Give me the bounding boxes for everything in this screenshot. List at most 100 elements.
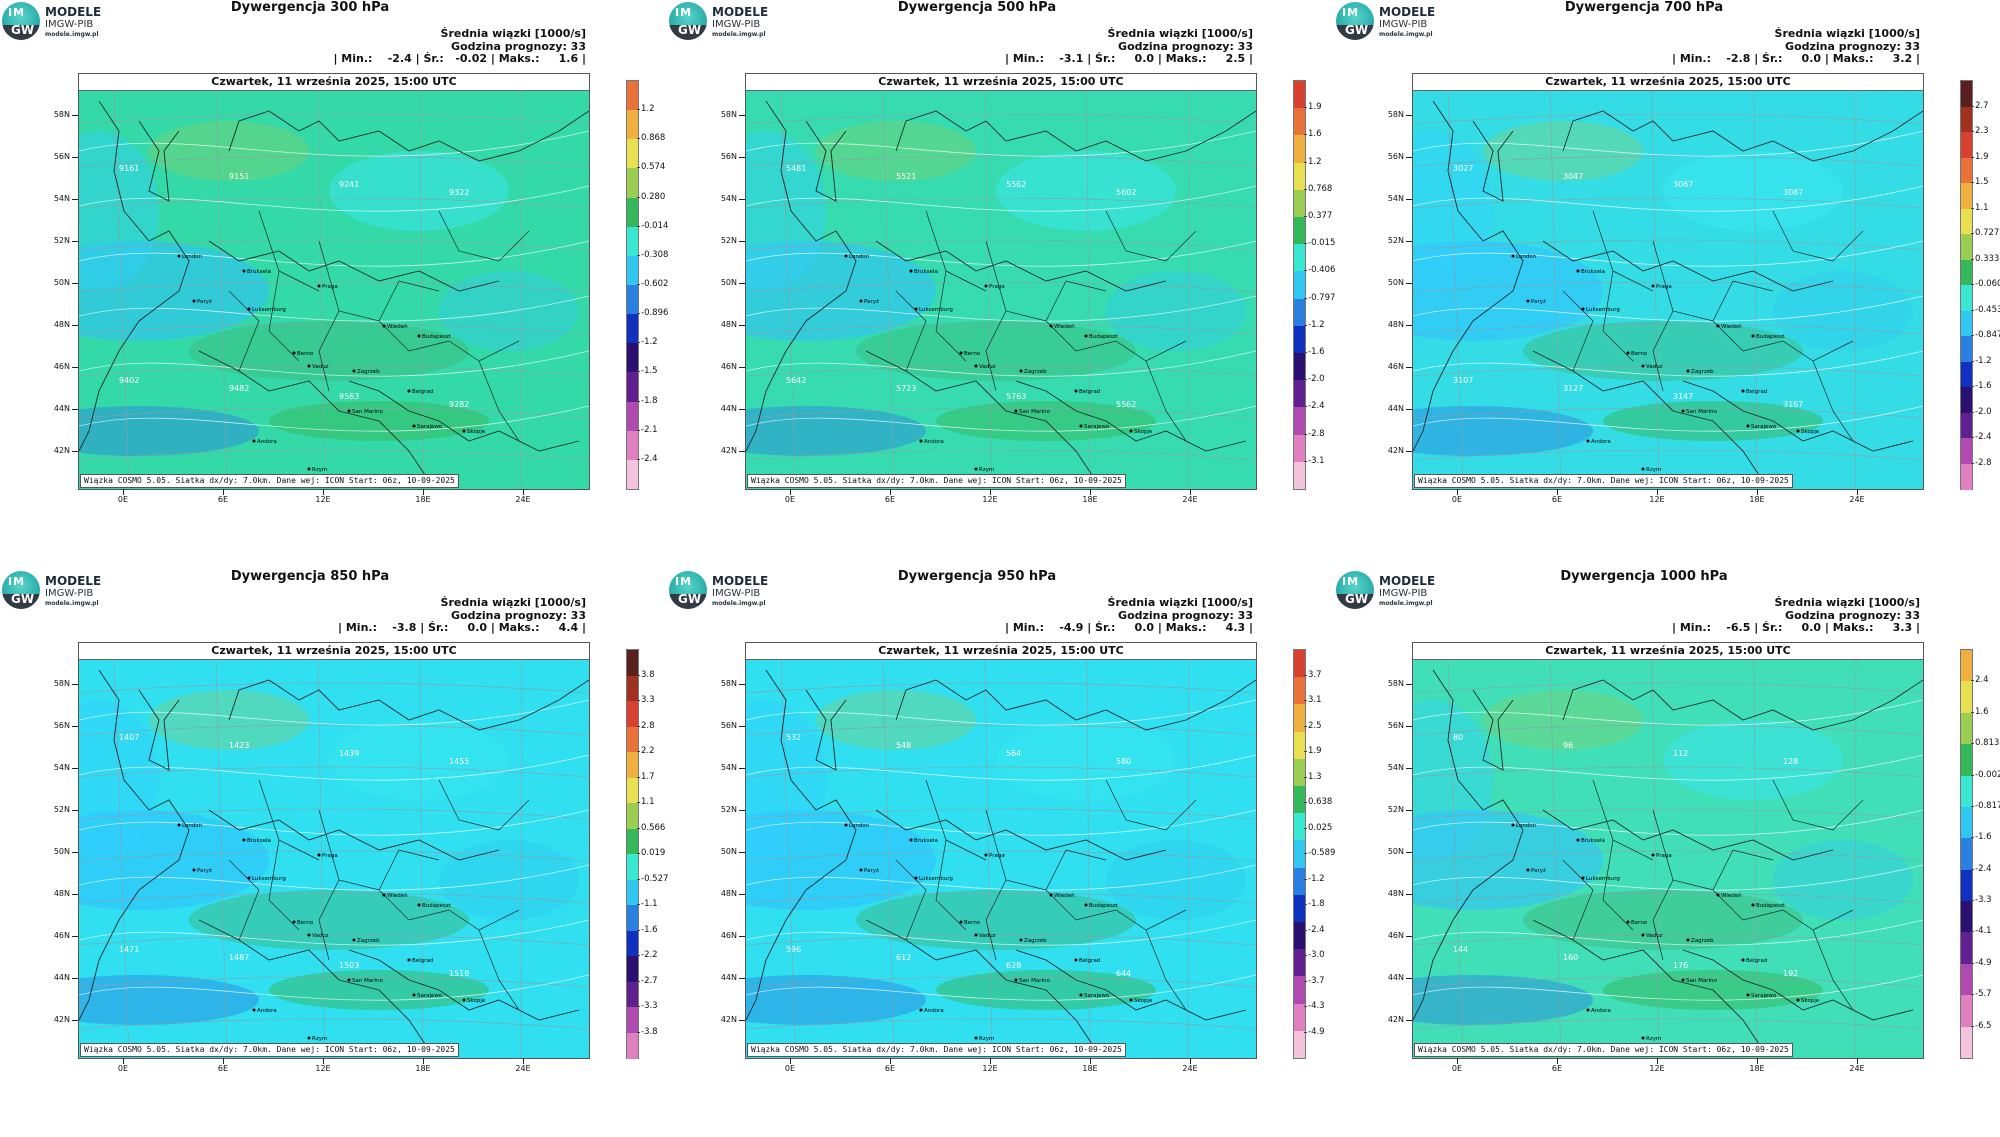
colorbar-segment (627, 905, 638, 931)
colorbar-tick (637, 700, 640, 701)
colorbar-label: 2.8 (641, 720, 655, 731)
map-panel: IM GW MODELE IMGW-PIB modele.imgw.pl Dywergen… (667, 0, 1335, 568)
colorbar-label: -4.9 (1308, 1026, 1325, 1037)
city-marker (1746, 993, 1750, 997)
colorbar-label: -2.8 (1308, 428, 1325, 439)
city-marker (914, 876, 918, 880)
city-marker (1084, 334, 1088, 338)
city-marker (859, 868, 863, 872)
longitude-label: 6E (217, 1064, 229, 1073)
logo-emblem (2, 2, 40, 40)
divergence-field-patch (79, 406, 259, 456)
city-marker (1626, 920, 1630, 924)
city-marker (1049, 324, 1053, 328)
colorbar-segment (627, 777, 638, 804)
colorbar-segment (1961, 869, 1972, 902)
city-label: Praga (322, 853, 338, 859)
divergence-field-patch (1413, 810, 1603, 910)
isoline (79, 699, 589, 726)
colorbar-segment (1961, 387, 1972, 413)
latitude-label: 42N (53, 446, 70, 455)
city-marker (1641, 933, 1645, 937)
coastline (1413, 669, 1923, 1051)
min-mean-max: | Min.: -2.4 | Śr.: -0.02 | Maks.: 1.6 | (333, 52, 586, 65)
colorbar-label: -2.4 (641, 453, 658, 464)
latitude-tick (739, 894, 745, 895)
colorbar-tick (1971, 156, 1974, 158)
colorbar-label: -0.817 (1975, 800, 2000, 811)
logo-title: MODELE (45, 574, 102, 588)
longitude-tick (1857, 489, 1858, 495)
colorbar-segment (627, 459, 638, 490)
divergence-field-patch (1773, 271, 1913, 351)
longitude-tick (890, 1058, 891, 1064)
city-label: Berno (297, 351, 314, 357)
colorbar-label: -5.7 (1975, 989, 1992, 1000)
isoline-label: 628 (1006, 961, 1021, 970)
longitude-label: 24E (1849, 495, 1865, 504)
city-label: Skopje (1134, 429, 1153, 435)
isoline (746, 754, 1256, 781)
latitude-gridline (79, 197, 589, 209)
colorbar-tick (637, 878, 640, 880)
divergence-field-patch (1663, 151, 1843, 231)
colorbar-segment (1294, 380, 1305, 408)
isoline-label: 1439 (339, 749, 359, 758)
longitude-label: 0E (1451, 1064, 1463, 1073)
latitude-gridline (746, 365, 1256, 377)
colorbar-segment (627, 226, 638, 257)
colorbar-segment (627, 139, 638, 169)
colorbar-label: -2.4 (1975, 432, 1992, 442)
colorbar-tick (1304, 853, 1307, 854)
logo-im-text: IM (675, 575, 693, 588)
colorbar-label: -0.797 (1308, 292, 1336, 303)
city-label: Wiedeń (1054, 892, 1075, 899)
colorbar-label: 1.9 (1308, 102, 1322, 113)
longitude-label: 12E (315, 495, 331, 504)
stats-block: Średnia wiązki [1000/s] Godzina prognozy:… (1672, 27, 1920, 66)
divergence-field-patch (189, 890, 469, 950)
colorbar-segment (1294, 217, 1305, 245)
colorbar-segment (1294, 677, 1305, 705)
map-svg: 5481 5521 5562 5602 5642 5723 5763 5562 London Br… (746, 91, 1256, 489)
city-label: Paryż (864, 299, 879, 305)
city-marker (1079, 993, 1083, 997)
colorbar-label: 0.768 (1308, 183, 1333, 194)
stats-header: Średnia wiązki [1000/s] (1107, 596, 1253, 609)
latitude-tick (72, 283, 78, 284)
latitude-tick (1406, 684, 1412, 685)
city-label: Zagrzeb (357, 938, 380, 944)
divergence-field-patch (1663, 720, 1843, 800)
logo-url: modele.imgw.pl (712, 600, 766, 607)
map-svg: 9161 9151 9241 9322 9402 9482 9563 9282 London Br… (79, 91, 589, 489)
latitude-tick (1406, 241, 1412, 242)
latitude-tick (1406, 852, 1412, 853)
longitude-label: 18E (415, 1064, 431, 1073)
latitude-tick (739, 283, 745, 284)
colorbar-tick (1304, 406, 1307, 408)
stats-header: Średnia wiązki [1000/s] (1107, 27, 1253, 40)
divergence-map: 80 96 112 128 144 160 176 192 London Bruksela Pary… (1413, 660, 1923, 1058)
isoline-label: 1519 (449, 969, 469, 978)
city-marker (909, 269, 913, 273)
longitude-label: 18E (415, 495, 431, 504)
stats-block: Średnia wiązki [1000/s] Godzina prognozy:… (1005, 596, 1253, 635)
isoline-label: 9151 (229, 172, 249, 181)
colorbar-segment (627, 752, 638, 778)
longitude-tick (423, 489, 424, 495)
longitude-gridline (520, 91, 523, 489)
colorbar-segment (627, 197, 638, 228)
divergence-map: 532 548 564 580 596 612 628 644 London Bruksela Pa… (746, 660, 1256, 1058)
min-mean-max: | Min.: -6.5 | Śr.: 0.0 | Maks.: 3.3 | (1672, 621, 1920, 634)
colorbar-label: -6.5 (1975, 1020, 1992, 1031)
latitude-label: 56N (720, 152, 737, 161)
colorbar-segment (1294, 1003, 1305, 1032)
city-label: Rzym (312, 1036, 327, 1042)
latitude-gridline (746, 766, 1256, 778)
city-marker (844, 254, 848, 258)
model-info-footer: Wiązka COSMO 5.05. Siatka dx/dy: 7.0km. … (747, 1043, 1126, 1057)
city-marker (177, 823, 181, 827)
colorbar-label: -1.8 (641, 395, 658, 406)
colorbar-tick (1304, 352, 1307, 353)
latitude-tick (1406, 199, 1412, 200)
